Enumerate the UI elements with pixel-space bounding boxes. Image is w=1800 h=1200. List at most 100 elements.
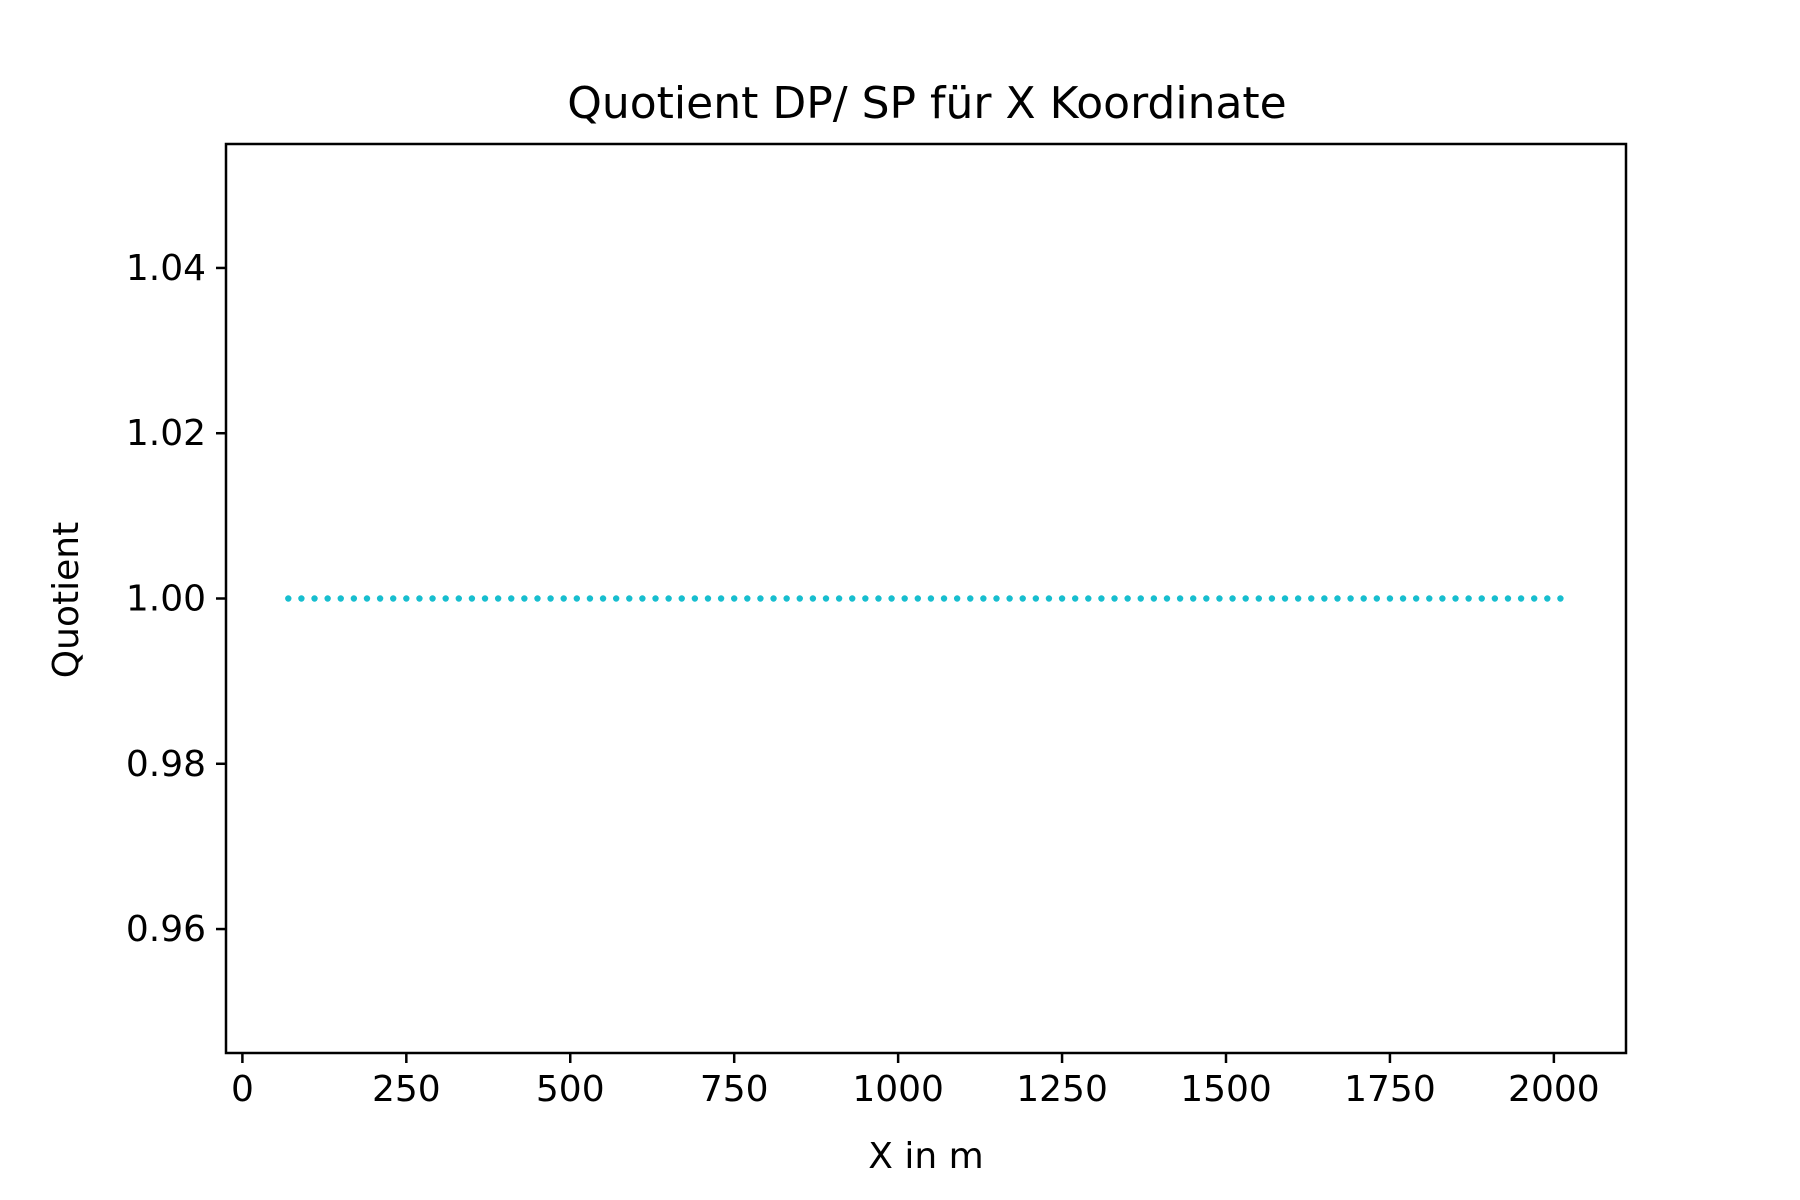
data-point: [1255, 595, 1262, 602]
data-point: [1504, 595, 1512, 602]
data-point: [940, 595, 948, 602]
data-point: [1439, 595, 1446, 602]
y-tick-label: 0.96: [126, 909, 206, 950]
data-point: [376, 595, 384, 602]
data-point: [1321, 595, 1328, 602]
data-point: [1334, 595, 1341, 602]
x-tick-label: 1750: [1344, 1069, 1436, 1110]
data-point: [586, 595, 594, 602]
data-point: [1124, 595, 1131, 602]
y-tick-label: 1.00: [126, 579, 206, 620]
x-tick-label: 750: [700, 1069, 769, 1110]
data-point: [809, 595, 817, 602]
data-point: [1308, 595, 1315, 602]
data-point: [350, 595, 358, 602]
data-point: [390, 595, 397, 602]
data-point: [1085, 595, 1092, 602]
data-point: [285, 595, 292, 602]
data-point: [704, 595, 712, 602]
data-point: [1045, 595, 1053, 602]
data-point: [757, 595, 764, 602]
x-tick-label: 250: [372, 1069, 441, 1110]
data-point: [835, 595, 843, 602]
data-point: [534, 595, 541, 602]
data-point: [1478, 595, 1485, 602]
data-point: [1426, 595, 1433, 602]
data-point: [1203, 595, 1210, 602]
data-point: [1032, 595, 1040, 602]
data-point: [1386, 595, 1394, 602]
data-point: [744, 595, 751, 602]
y-axis: 0.96 0.98 1.00 1.02 1.04: [126, 248, 226, 950]
data-point: [1176, 595, 1184, 602]
data-point: [612, 595, 620, 602]
data-point: [1058, 595, 1066, 602]
data-point: [1347, 595, 1354, 602]
data-point: [429, 595, 436, 602]
data-point: [953, 595, 961, 602]
x-tick-label: 2000: [1508, 1069, 1600, 1110]
data-point: [508, 595, 515, 602]
data-point: [717, 595, 725, 602]
x-tick-label: 0: [231, 1069, 254, 1110]
data-point: [665, 595, 672, 602]
data-point: [980, 595, 987, 602]
data-point: [324, 595, 331, 602]
data-point: [1530, 595, 1538, 602]
data-point: [1491, 595, 1499, 602]
data-point: [1412, 595, 1420, 602]
data-point: [967, 595, 974, 602]
data-point: [298, 595, 305, 602]
data-point: [652, 595, 659, 602]
data-point: [1190, 595, 1197, 602]
x-tick-label: 1500: [1180, 1069, 1272, 1110]
data-point: [455, 595, 462, 602]
data-point: [494, 595, 502, 602]
data-point: [1229, 595, 1236, 602]
y-tick-label: 0.98: [126, 744, 206, 785]
data-point: [468, 595, 476, 602]
data-point: [1216, 595, 1223, 602]
data-point: [1399, 595, 1407, 602]
data-point: [442, 595, 449, 602]
data-point: [993, 595, 1000, 602]
data-point: [1071, 595, 1079, 602]
x-axis-label: X in m: [868, 1136, 983, 1177]
data-point: [573, 595, 581, 602]
data-point: [560, 595, 567, 602]
data-point: [862, 595, 869, 602]
data-point: [678, 595, 685, 602]
data-point: [875, 595, 882, 602]
x-axis: 0 250 500 750 1000 1250 1500 1750 2000: [231, 1053, 1600, 1110]
data-point: [547, 595, 554, 602]
data-point: [1006, 595, 1013, 602]
x-tick-label: 1250: [1016, 1069, 1108, 1110]
data-point: [1111, 595, 1118, 602]
data-point: [599, 595, 607, 602]
data-point: [770, 595, 777, 602]
data-point: [1268, 595, 1276, 602]
data-point: [1465, 595, 1472, 602]
x-tick-label: 500: [536, 1069, 605, 1110]
data-point: [416, 595, 423, 602]
data-point: [1360, 595, 1367, 602]
data-point: [1137, 595, 1144, 602]
data-point: [822, 595, 830, 602]
y-tick-label: 1.02: [126, 413, 206, 454]
data-point: [1281, 595, 1289, 602]
chart-title: Quotient DP/ SP für X Koordinate: [567, 78, 1287, 129]
data-point: [888, 595, 895, 602]
data-point: [1242, 595, 1249, 602]
data-point: [1163, 595, 1171, 602]
data-point: [1544, 595, 1551, 602]
data-point: [849, 595, 856, 602]
data-point: [1019, 595, 1026, 602]
data-point: [403, 595, 410, 602]
data-point: [337, 595, 344, 602]
data-point: [311, 595, 318, 602]
data-point: [1294, 595, 1302, 602]
data-point: [914, 595, 922, 602]
data-point: [1517, 595, 1525, 602]
y-tick-label: 1.04: [126, 248, 206, 289]
